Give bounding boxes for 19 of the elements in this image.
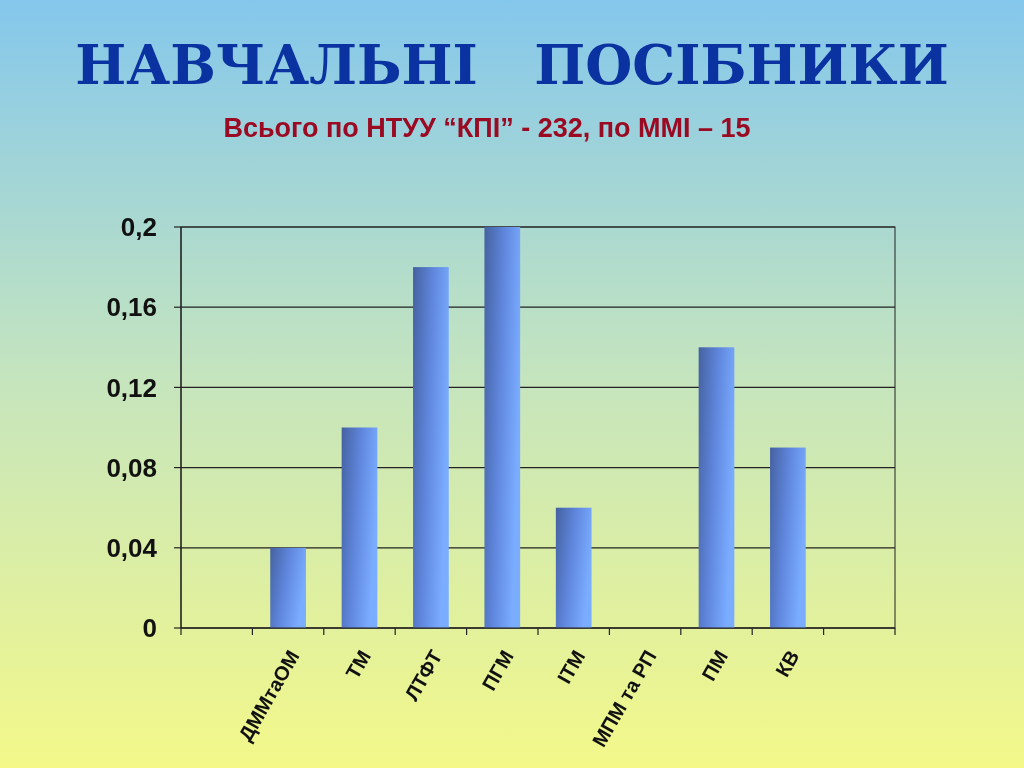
y-tick-label: 0,12 (106, 372, 157, 403)
y-tick-label: 0,08 (106, 452, 157, 483)
x-tick-label: КВ (771, 646, 804, 681)
y-tick-label: 0,16 (106, 292, 157, 323)
bar (270, 547, 306, 628)
bar (698, 347, 735, 628)
chart-subtitle: Всього по НТУУ “КПІ” - 232, по ММІ – 15 (223, 113, 751, 143)
y-tick-label: 0,2 (120, 212, 157, 243)
x-tick-label: ПМ (697, 646, 733, 685)
y-tick-label: 0,04 (106, 532, 158, 563)
bar (555, 507, 592, 628)
bar (341, 427, 378, 628)
x-tick-label: ТМ (341, 646, 376, 683)
bar (770, 447, 806, 628)
y-tick-label: 0 (142, 613, 157, 644)
x-tick-label: ІТМ (552, 646, 590, 688)
bar (484, 227, 521, 628)
bar (413, 267, 449, 628)
chart-title: НАВЧАЛЬНІ ПОСІБНИКИ (75, 33, 949, 97)
